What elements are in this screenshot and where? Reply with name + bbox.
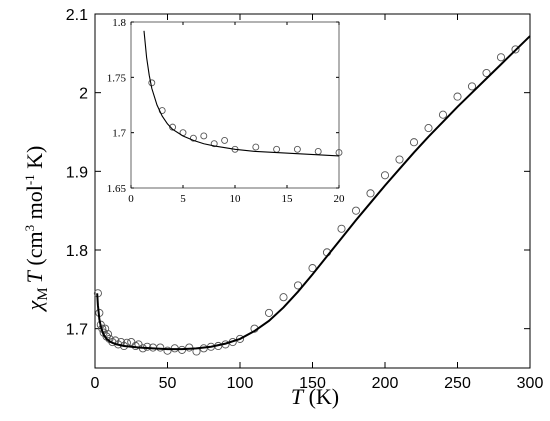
main-data-point (496, 53, 506, 62)
y-axis-title-unit-b: mol (22, 185, 47, 225)
inset-data-point (200, 132, 208, 140)
main-data-point (127, 337, 136, 347)
inset-background (131, 22, 339, 188)
y-axis-title-sup3: 3 (22, 225, 37, 232)
main-data-point (424, 124, 433, 133)
inset-data-point (221, 136, 229, 144)
main-data-point (308, 264, 317, 273)
inset-fit-line (143, 30, 340, 157)
main-fit-line (96, 35, 531, 351)
main-data-point (279, 293, 288, 302)
main-y-tick-label: 1.8 (66, 243, 88, 260)
y-axis-title-group: χMT (cm3 mol-1 K) (22, 146, 51, 313)
main-x-tick-label: 50 (159, 375, 177, 392)
inset-x-tick-label: 0 (128, 193, 134, 205)
main-data-point (482, 68, 491, 78)
y-axis-title-unit-c: K) (22, 146, 47, 175)
inset-y-tick-label: 1.75 (107, 72, 127, 84)
inset-data-point (252, 143, 260, 151)
inset-y-tick-label: 1.65 (107, 183, 127, 195)
main-data-point (143, 342, 152, 351)
main-data-point (467, 82, 477, 91)
main-y-tick-label: 1.7 (66, 322, 88, 339)
main-data-point (366, 189, 375, 198)
inset-x-tick-label: 15 (282, 193, 294, 205)
main-data-point (264, 308, 274, 317)
main-data-point (337, 224, 346, 233)
inset-plot: 0 5 10 15 20 1.65 1.7 1.75 1.8 (107, 17, 345, 205)
main-data-point (453, 92, 462, 101)
inset-data-point (169, 123, 177, 131)
main-y-tick-label: 2.1 (66, 7, 88, 24)
y-axis-title-unit-a: (cm (22, 231, 47, 271)
inset-y-tick-label: 1.7 (112, 128, 126, 140)
main-data-point (395, 155, 404, 164)
y-axis-title-t: T (22, 269, 47, 283)
main-data-point (511, 45, 520, 54)
y-axis-title-subscript: M (35, 287, 51, 300)
y-axis-title: χMT (cm3 mol-1 K) (22, 146, 51, 313)
y-axis-title-supm1: -1 (22, 174, 37, 185)
inset-data-point (189, 134, 197, 142)
main-data-point (185, 343, 194, 352)
main-x-tick-label: 250 (444, 375, 471, 392)
main-data-point (235, 334, 245, 343)
main-data-point (438, 110, 448, 119)
main-data-point (163, 346, 172, 355)
main-x-tick-label: 150 (299, 375, 326, 392)
main-data-point (409, 138, 419, 147)
main-x-tick-label: 300 (517, 375, 544, 392)
x-axis-title-variable: T (291, 384, 305, 409)
inset-x-tick-label: 20 (334, 193, 346, 205)
inset-x-tick-label: 10 (230, 193, 242, 205)
inset-y-tick-label: 1.8 (112, 17, 126, 29)
y-axis-title-chi: χ (22, 299, 47, 312)
inset-x-tick-label: 5 (180, 193, 186, 205)
inset-data-point (210, 140, 218, 148)
main-data-point (293, 281, 303, 290)
inset-data-point (293, 145, 301, 153)
x-axis-title-unit: (K) (303, 384, 339, 409)
main-x-tick-label: 200 (372, 375, 399, 392)
x-axis-title: T (K) (291, 384, 339, 409)
main-y-tick-label: 1.9 (66, 164, 88, 181)
main-y-tick-label: 2 (79, 86, 88, 103)
main-x-tick-label: 100 (227, 375, 254, 392)
main-x-tick-label: 0 (91, 375, 100, 392)
main-data-point (351, 206, 361, 215)
main-data-point (380, 171, 390, 180)
main-data-point (156, 343, 165, 352)
